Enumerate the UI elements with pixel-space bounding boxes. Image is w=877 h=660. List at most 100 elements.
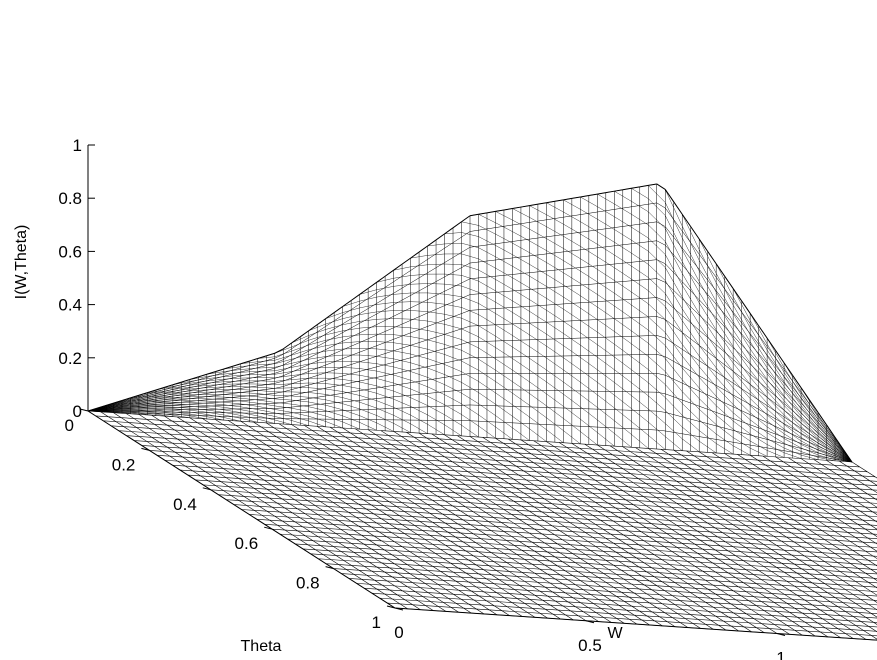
sheet-mesh-line: [342, 327, 360, 332]
sheet-mesh-line: [665, 430, 674, 433]
sheet-mesh-line: [300, 398, 309, 401]
sheet-mesh-line: [342, 318, 352, 325]
sheet-mesh-line: [249, 381, 258, 384]
sheet-mesh-line: [427, 339, 445, 345]
sheet-mesh-line: [266, 398, 275, 400]
sheet-mesh-line: [376, 363, 394, 368]
sheet-mesh-line: [444, 316, 454, 321]
sheet-mesh-line: [325, 377, 343, 380]
sheet-edge: [614, 189, 623, 192]
sheet-mesh-line: [699, 249, 717, 283]
sheet-mesh-line: [274, 412, 292, 417]
sheet-mesh-line: [351, 323, 360, 329]
sheet-mesh-line: [461, 296, 479, 304]
sheet-mesh-line: [665, 412, 674, 415]
sheet-mesh-line: [461, 231, 471, 238]
sheet-edge: [597, 192, 606, 195]
sheet-mesh-line: [631, 395, 649, 410]
sheet-mesh-line: [121, 397, 139, 402]
sheet-mesh-line: [359, 399, 369, 401]
sheet-mesh-line: [342, 403, 360, 410]
sheet-mesh-line: [597, 231, 615, 243]
sheet-mesh-line: [444, 293, 462, 297]
sheet-edge: [274, 348, 284, 354]
sheet-mesh-line: [563, 236, 581, 247]
sheet-mesh-line: [665, 356, 674, 362]
sheet-mesh-line: [639, 241, 649, 244]
sheet-mesh-line: [614, 382, 632, 396]
sheet-mesh-line: [495, 245, 513, 255]
sheet-mesh-line: [104, 404, 122, 408]
sheet-mesh-line: [563, 211, 581, 222]
sheet-mesh-line: [800, 401, 819, 425]
sheet-mesh-line: [104, 403, 122, 408]
sheet-mesh-line: [707, 366, 717, 373]
sheet-mesh-line: [410, 310, 428, 312]
sheet-mesh-line: [401, 270, 411, 277]
sheet-mesh-line: [732, 321, 751, 349]
sheet-mesh-line: [452, 328, 462, 332]
sheet-mesh-line: [334, 384, 343, 387]
sheet-mesh-line: [563, 303, 572, 305]
sheet-mesh-line: [622, 225, 632, 227]
sheet-mesh-line: [317, 372, 326, 376]
sheet-mesh-line: [529, 240, 547, 251]
sheet-mesh-line: [393, 382, 411, 390]
sheet-mesh-line: [461, 285, 479, 293]
floor-mesh-line: [218, 494, 877, 539]
sheet-mesh-line: [410, 362, 428, 369]
sheet-edge: [809, 399, 819, 413]
sheet-edge: [588, 193, 598, 197]
sheet-mesh-line: [325, 415, 343, 423]
sheet-mesh-line: [766, 373, 785, 397]
sheet-mesh-line: [257, 396, 275, 400]
sheet-mesh-line: [673, 219, 683, 232]
sheet-mesh-line: [622, 243, 632, 246]
sheet-mesh-line: [546, 310, 564, 322]
sheet-mesh-line: [758, 399, 768, 406]
sheet-mesh-line: [155, 397, 173, 400]
sheet-mesh-line: [512, 266, 530, 277]
sheet-mesh-line: [750, 424, 759, 429]
sheet-mesh-line: [766, 371, 776, 382]
sheet-mesh-line: [554, 251, 564, 254]
sheet-mesh-line: [274, 419, 292, 425]
sheet-mesh-line: [410, 388, 428, 397]
sheet-mesh-line: [783, 428, 802, 442]
sheet-mesh-line: [614, 244, 623, 247]
sheet-mesh-line: [665, 245, 674, 256]
sheet-mesh-line: [749, 384, 768, 404]
sheet-mesh-line: [359, 311, 377, 315]
sheet-mesh-line: [563, 357, 581, 370]
sheet-mesh-line: [138, 398, 156, 402]
sheet-mesh-line: [732, 296, 751, 328]
sheet-mesh-line: [699, 269, 708, 281]
floor-mesh-line: [356, 583, 877, 619]
sheet-mesh-line: [240, 399, 250, 401]
sheet-edge: [469, 213, 479, 217]
sheet-mesh-line: [325, 318, 343, 325]
sheet-mesh-line: [376, 341, 394, 343]
sheet-mesh-line: [461, 360, 479, 371]
sheet-mesh-line: [300, 384, 309, 388]
sheet-mesh-line: [359, 354, 377, 357]
sheet-mesh-line: [452, 282, 462, 288]
sheet-mesh-line: [478, 308, 487, 311]
sheet-mesh-line: [563, 296, 581, 309]
sheet-mesh-line: [631, 201, 649, 212]
sheet-mesh-line: [690, 338, 700, 346]
sheet-mesh-line: [274, 391, 284, 394]
y-axis-line: [87, 410, 396, 609]
sheet-mesh-line: [817, 440, 836, 453]
z-tick-label: 0.6: [58, 242, 82, 261]
sheet-mesh-line: [512, 346, 530, 359]
sheet-mesh-line: [308, 356, 326, 360]
sheet-mesh-line: [665, 319, 674, 327]
floor-mesh-line: [134, 440, 877, 491]
sheet-mesh-line: [546, 369, 564, 383]
sheet-mesh-line: [257, 384, 267, 387]
sheet-mesh-line: [401, 320, 411, 325]
sheet-mesh-line: [495, 256, 513, 267]
sheet-edge: [834, 436, 844, 450]
sheet-mesh-line: [529, 288, 538, 290]
